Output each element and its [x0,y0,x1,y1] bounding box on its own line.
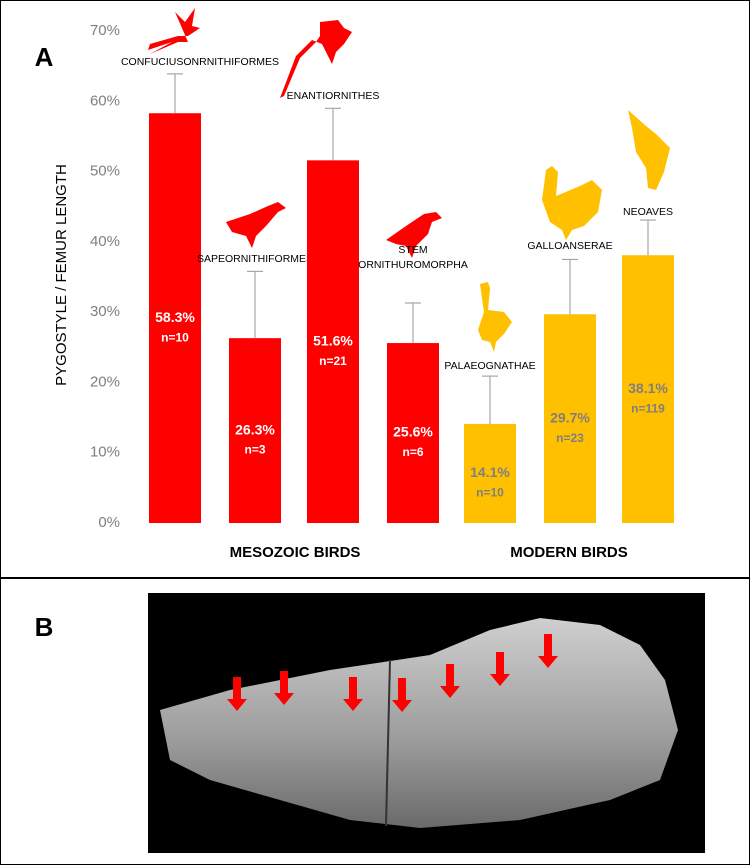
category-label: ENANTIORNITHES [287,90,380,102]
group-label: MODERN BIRDS [510,544,628,561]
y-tick-label: 60% [90,92,120,109]
arrow [490,652,510,686]
y-tick-label: 50% [90,163,120,180]
y-tick-label: 30% [90,303,120,320]
y-tick-label: 10% [90,444,120,461]
n-label: n=3 [244,443,265,457]
n-label: n=119 [631,401,665,415]
bird-icon [478,282,512,352]
n-label: n=23 [556,431,584,445]
arrows [227,634,558,712]
bar [387,343,439,523]
bone-crack [385,659,391,827]
category-label: GALLOANSERAE [527,240,612,252]
arrow [343,677,363,711]
bar [464,423,516,523]
bird-icon [226,202,286,248]
bird-icon [628,110,670,190]
n-label: n=21 [319,354,347,368]
bar [229,338,281,523]
bar [149,113,201,523]
y-tick-label: 20% [90,373,120,390]
category-label: PALAEOGNATHAE [444,360,535,372]
category-label: STEM ORNITHUROMORPHA [358,244,468,271]
bird-icon [148,8,200,54]
value-label: 26.3% [235,421,275,437]
bird-icon [386,212,442,258]
arrow [274,671,294,705]
bar [307,160,359,523]
bone-shape [160,618,678,828]
arrow [440,664,460,698]
y-tick-label: 0% [98,514,120,531]
value-label: 14.1% [470,464,510,480]
group-label: MESOZOIC BIRDS [230,544,361,561]
value-label: 58.3% [155,309,195,325]
category-label: NEOAVES [623,206,673,218]
y-tick-label: 70% [90,22,120,39]
y-axis-label: PYGOSTYLE / FEMUR LENGTH [53,164,70,386]
bird-icons [478,110,670,352]
value-label: 29.7% [550,409,590,425]
n-label: n=6 [402,445,423,459]
category-label: SAPEORNITHIFORMES [197,253,313,265]
panel-label: A [35,42,54,72]
bird-icon [280,20,352,98]
arrow [538,634,558,668]
value-label: 25.6% [393,424,433,440]
bird-icons [148,8,442,258]
category-label: CONFUCIUSONRNITHIFORMES [121,56,279,68]
bar [622,255,674,523]
y-tick-label: 40% [90,233,120,250]
n-label: n=10 [161,330,189,344]
value-label: 38.1% [628,380,668,396]
value-label: 51.6% [313,332,353,348]
arrow [392,678,412,712]
n-label: n=10 [476,486,504,500]
bird-icon [542,166,602,240]
arrow [227,677,247,711]
panel-label: B [35,612,54,642]
bar [544,314,596,523]
